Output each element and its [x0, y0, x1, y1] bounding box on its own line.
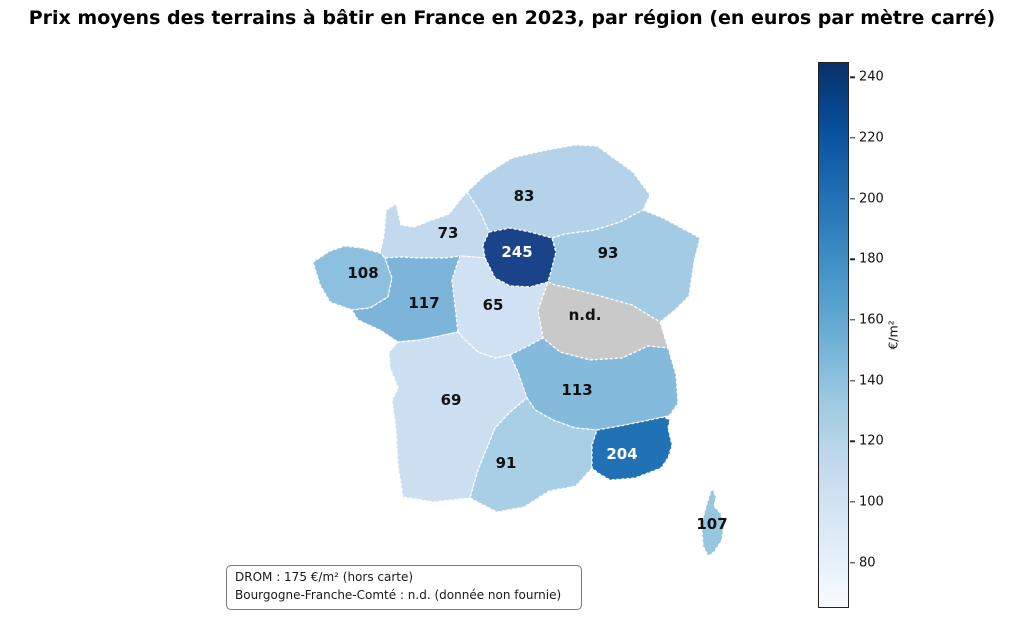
colorbar-tick-mark-140: [850, 379, 855, 382]
colorbar-tick-mark-200: [850, 197, 855, 200]
region-value-label-normandie: 73: [438, 224, 459, 242]
colorbar-tick-label-80: 80: [859, 555, 876, 570]
region-corse: [701, 487, 725, 557]
colorbar-tick-mark-220: [850, 137, 855, 139]
region-value-label-centre-val-de-loire: 65: [483, 296, 504, 314]
colorbar-tick-label-220: 220: [859, 130, 884, 146]
region-value-label-bourgogne-franche-comte: n.d.: [569, 306, 602, 324]
note-line-bfc: Bourgogne-Franche-Comté : n.d. (donnée n…: [235, 587, 562, 602]
colorbar-tick-mark-100: [850, 501, 855, 503]
colorbar-tick-mark-180: [850, 258, 855, 260]
region-value-label-bretagne: 108: [347, 264, 378, 282]
region-value-label-auvergne-rhone-alpes: 113: [561, 381, 592, 399]
region-occitanie: [469, 397, 598, 513]
colorbar-tick-mark-160: [850, 319, 855, 321]
colorbar-tick-label-100: 100: [859, 494, 884, 510]
region-centre-val-de-loire: [451, 255, 549, 359]
region-value-label-occitanie: 91: [496, 454, 517, 472]
colorbar-axis-label: €/m²: [885, 320, 901, 350]
colorbar-tick-label-200: 200: [859, 191, 884, 206]
colorbar-tick-label-160: 160: [859, 312, 884, 328]
note-box: DROM : 175 €/m² (hors carte) Bourgogne-F…: [226, 565, 582, 610]
region-value-label-hauts-de-france: 83: [514, 187, 535, 205]
colorbar-tick-mark-240: [850, 76, 855, 78]
colorbar-tick-label-240: 240: [859, 69, 884, 85]
region-value-label-nouvelle-aquitaine: 69: [441, 391, 462, 409]
note-line-drom: DROM : 175 €/m² (hors carte): [235, 570, 414, 584]
colorbar-tick-mark-80: [850, 561, 855, 564]
colorbar-tick-label-120: 120: [859, 433, 884, 449]
region-value-label-provence-alpes-cote-d-azur: 204: [606, 445, 637, 463]
chart-title: Prix moyens des terrains à bâtir en Fran…: [28, 7, 996, 29]
region-value-label-ile-de-france: 245: [501, 243, 532, 261]
colorbar: [818, 62, 849, 608]
colorbar-tick-label-180: 180: [859, 251, 884, 267]
region-nouvelle-aquitaine: [388, 331, 528, 503]
region-value-label-pays-de-la-loire: 117: [408, 294, 439, 312]
region-value-label-corse: 107: [696, 515, 727, 533]
region-provence-alpes-cote-d-azur: [591, 416, 673, 481]
colorbar-tick-mark-120: [850, 440, 855, 442]
colorbar-tick-label-140: 140: [859, 373, 884, 388]
region-value-label-grand-est: 93: [598, 244, 619, 262]
region-normandie: [379, 191, 490, 259]
